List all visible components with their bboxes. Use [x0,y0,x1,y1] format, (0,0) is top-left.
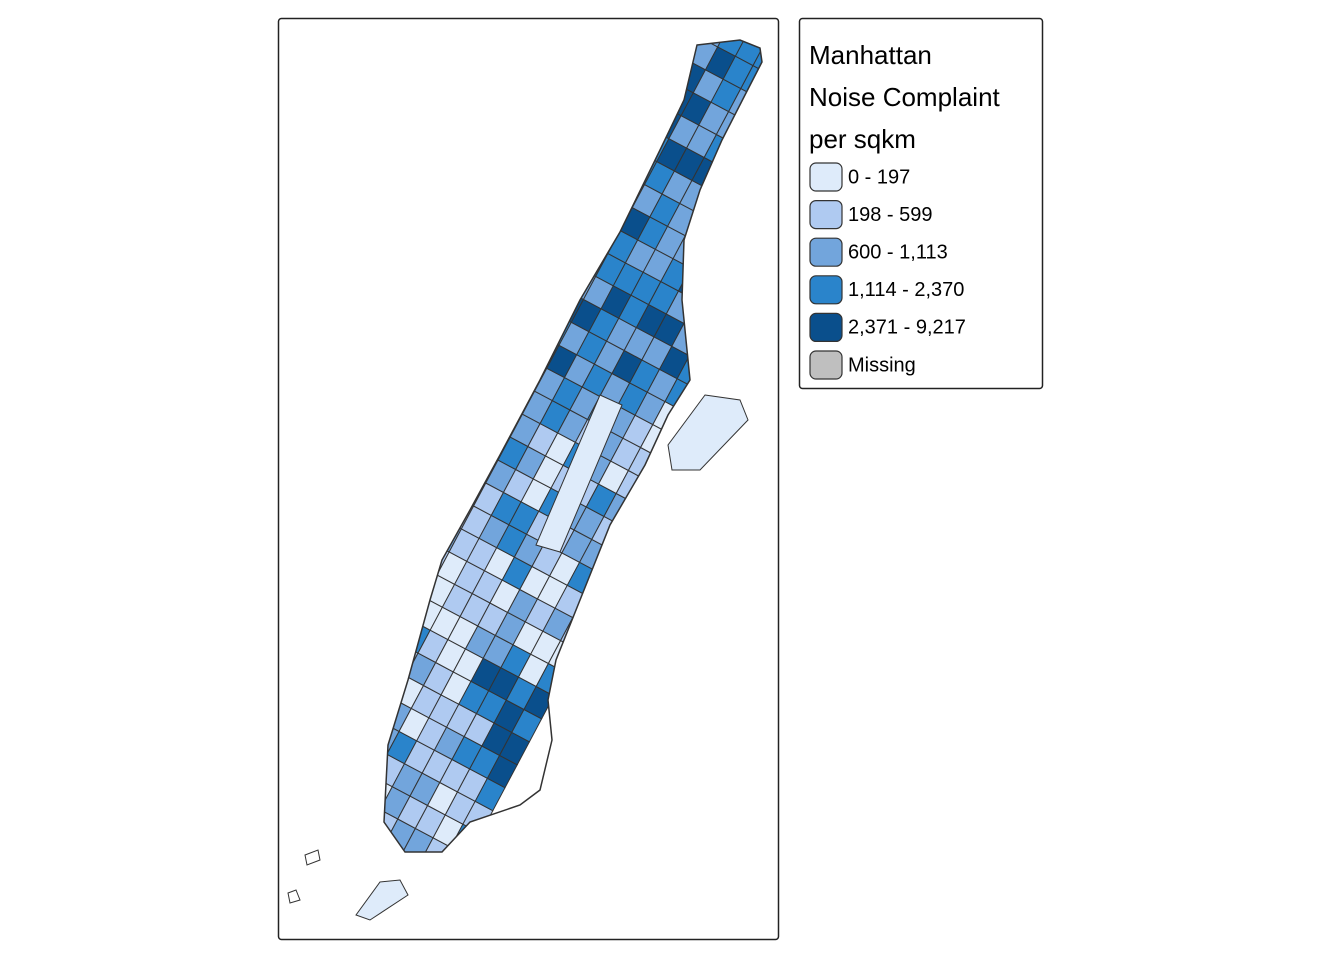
legend-label: Missing [848,354,916,376]
governors-island [355,879,409,921]
central-park [535,394,623,553]
legend-label: 600 - 1,113 [848,241,948,263]
manhattan-outline [383,39,763,853]
legend-title: Manhattan [809,40,932,70]
legend: Manhattan Noise Complaint per sqkm 0 - 197 1… [809,40,1001,380]
legend-label: 2,371 - 9,217 [848,317,966,339]
legend-swatch [809,237,843,267]
legend-label: 198 - 599 [848,204,933,226]
legend-swatch [809,275,843,305]
tract [250,776,280,808]
legend-box [798,17,1044,390]
tract [238,799,268,831]
roosevelt-island [667,394,749,471]
legend-label: 0 - 197 [848,166,910,188]
legend-swatch [809,312,843,342]
legend-swatch [809,162,843,192]
legend-swatch [809,350,843,380]
legend-title: Noise Complaint [809,82,1001,112]
legend-swatch [809,200,843,230]
tract [677,0,707,5]
small-islands [287,849,321,904]
tract [695,0,725,15]
legend-label: 1,114 - 2,370 [848,279,964,301]
legend-title: per sqkm [809,124,916,154]
